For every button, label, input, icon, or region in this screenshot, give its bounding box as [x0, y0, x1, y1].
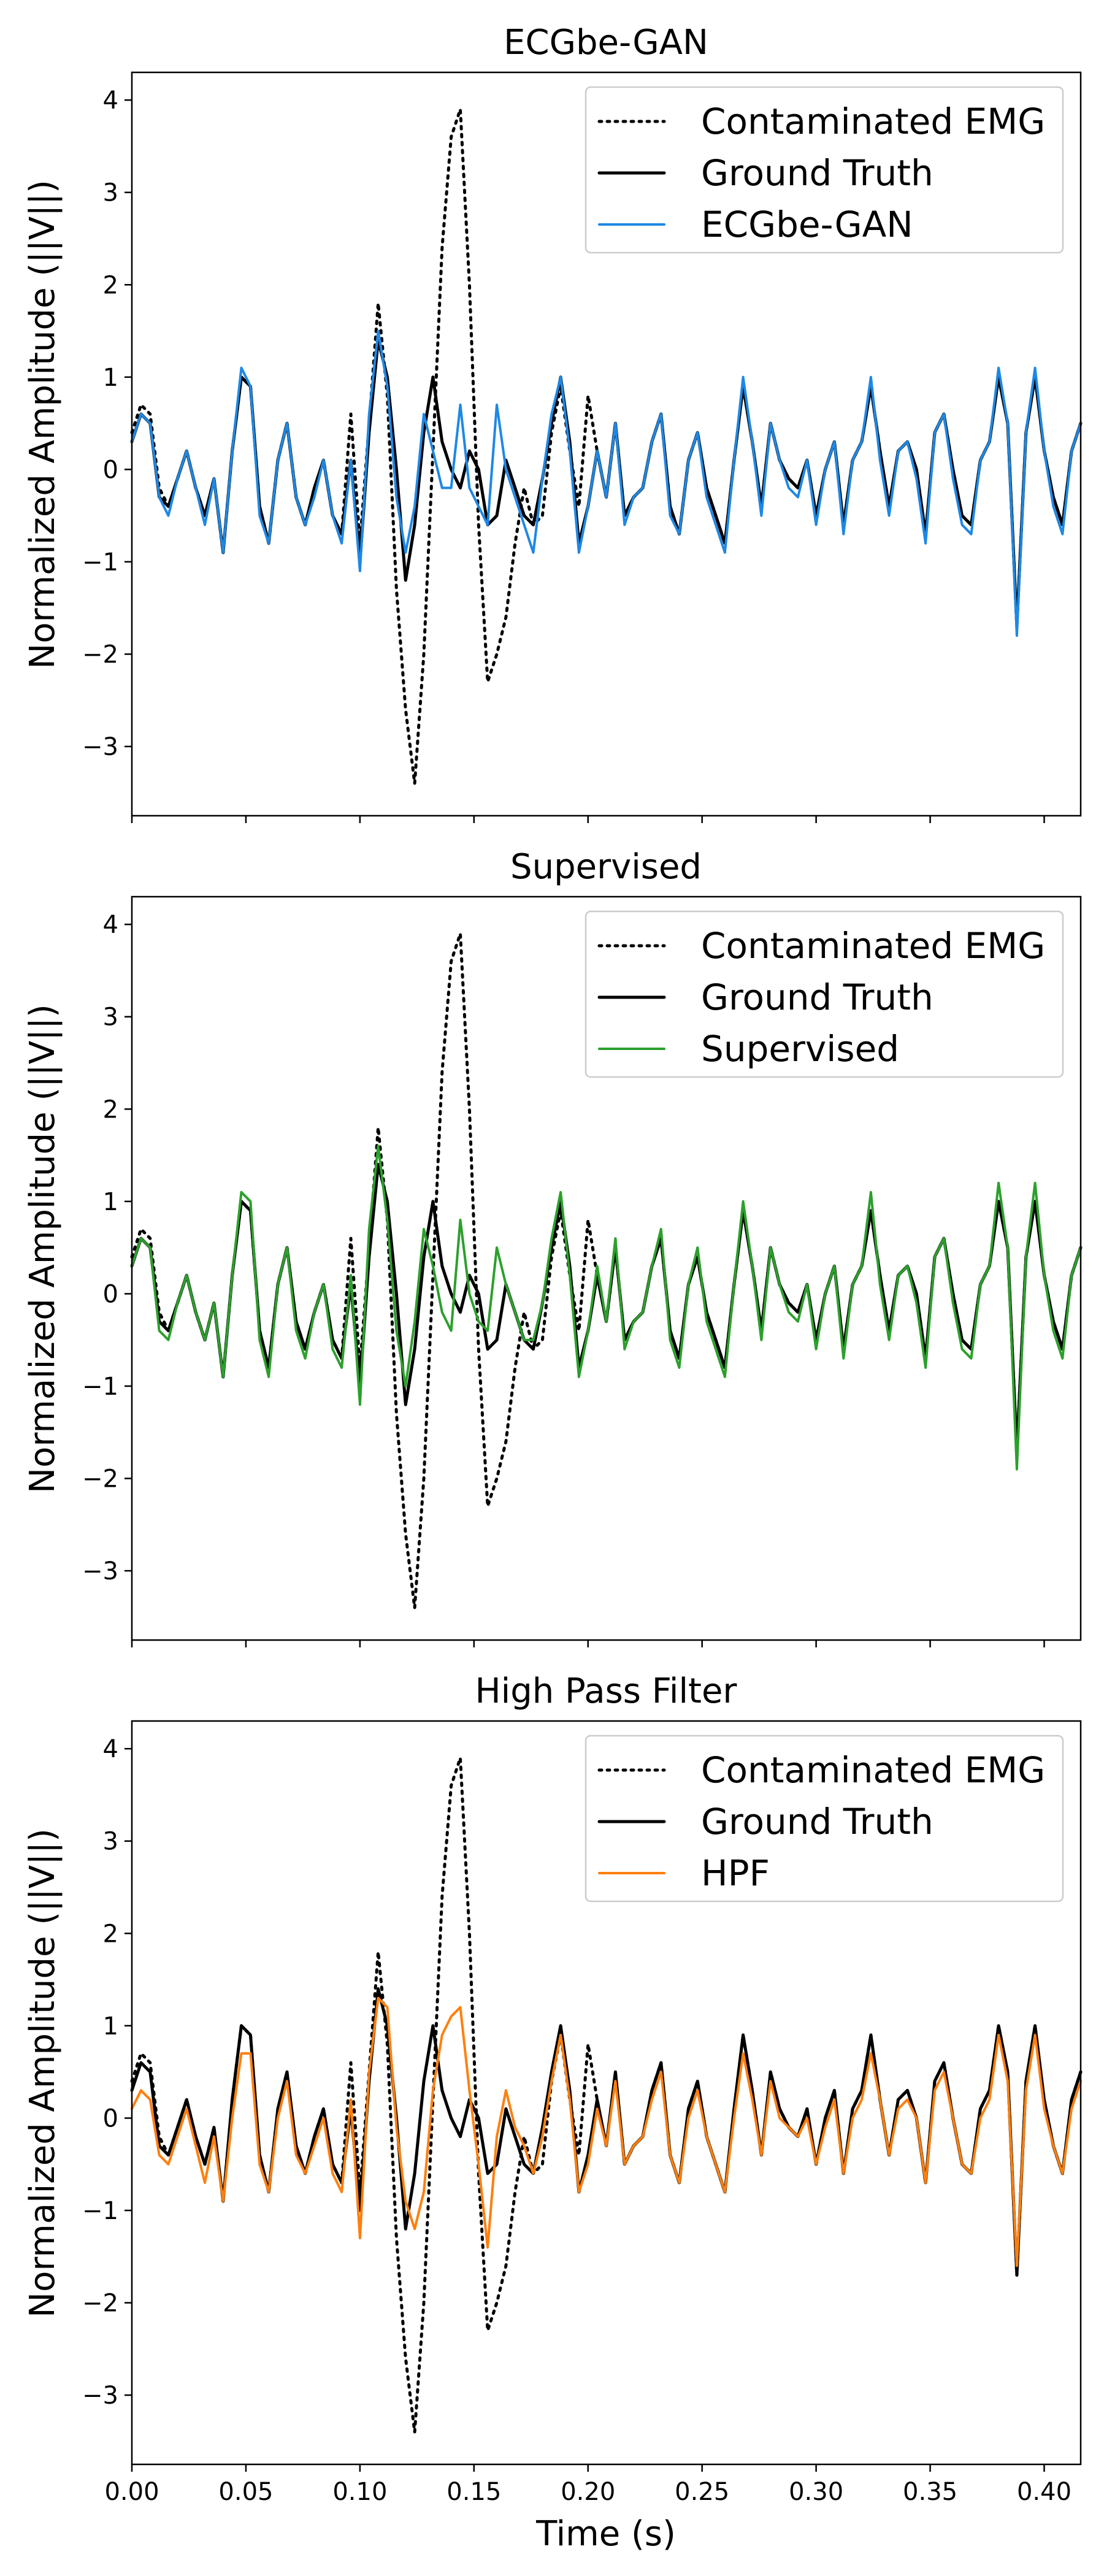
y-tick-label: 2: [103, 1095, 118, 1124]
plot-area: −3 −2 −1 0 1 2 3 4 0.00 0.05 0.10 0.15 0.20 0.25 0.30 0…: [82, 1720, 1083, 2506]
axes-frame: [131, 71, 1082, 817]
axes-frame: [131, 895, 1082, 1641]
y-axis-label: Normalized Amplitude (||V||): [23, 1828, 63, 2318]
y-tick-label: 4: [103, 86, 118, 115]
legend-label: Ground Truth: [701, 1801, 933, 1842]
x-axis-label: Time (s): [535, 2514, 676, 2554]
legend-label: ECGbe-GAN: [701, 204, 913, 245]
x-tick-label: 0.10: [332, 2478, 387, 2506]
legend-label: Contaminated EMG: [701, 101, 1045, 142]
legend: Contaminated EMG Ground Truth Supervised: [585, 910, 1064, 1078]
y-tick-label: 0: [103, 2104, 118, 2133]
series-line-method: [131, 329, 1082, 637]
y-axis-label: Normalized Amplitude (||V||): [23, 180, 63, 669]
x-tick-label: 0.05: [218, 2478, 273, 2506]
x-tick-label: 0.40: [1017, 2478, 1071, 2506]
y-tick-label: −2: [82, 1465, 118, 1493]
y-tick-label: −2: [82, 641, 118, 669]
panel-high-pass-filter: High Pass Filter Normalized Amplitude (|…: [23, 1671, 1083, 2506]
y-tick-label: −1: [82, 2197, 118, 2225]
x-tick-label: 0.35: [903, 2478, 957, 2506]
y-tick-label: −3: [82, 733, 118, 761]
panel-title: High Pass Filter: [475, 1671, 738, 1711]
legend-label: Supervised: [701, 1028, 899, 1070]
legend-label: Contaminated EMG: [701, 1749, 1045, 1791]
plot-area: −3 −2 −1 0 1 2 3 4 Contaminated EMG Ground Truth S…: [82, 895, 1083, 1647]
panel-ecgbe-gan: ECGbe-GAN Normalized Amplitude (||V||) −…: [23, 23, 1083, 823]
y-tick-label: 1: [103, 2012, 118, 2041]
series-line-truth: [130, 1987, 1083, 2277]
x-tick-label: 0.30: [789, 2478, 843, 2506]
legend-label: Contaminated EMG: [701, 925, 1045, 967]
panel-title: Supervised: [510, 847, 702, 887]
axes-frame: [131, 1720, 1082, 2466]
panel-title: ECGbe-GAN: [504, 23, 708, 63]
series-line-truth: [130, 1163, 1083, 1452]
y-tick-label: 4: [103, 1735, 118, 1763]
y-tick-label: 2: [103, 271, 118, 299]
y-tick-label: 0: [103, 456, 118, 484]
y-tick-label: −2: [82, 2290, 118, 2318]
y-tick-label: 3: [103, 1003, 118, 1032]
y-tick-label: −3: [82, 2382, 118, 2410]
series-line-method: [131, 1996, 1082, 2267]
series-line-method: [131, 1144, 1082, 1471]
y-tick-label: 1: [103, 364, 118, 392]
x-tick-label: 0.20: [561, 2478, 615, 2506]
y-tick-label: 3: [103, 179, 118, 207]
legend-label: Ground Truth: [701, 976, 933, 1018]
x-tick-label: 0.15: [447, 2478, 501, 2506]
legend-box: [585, 86, 1064, 254]
legend-label: HPF: [701, 1852, 770, 1894]
panel-supervised: Supervised Normalized Amplitude (||V||) …: [23, 847, 1083, 1647]
legend-box: [585, 1735, 1064, 1903]
legend-label: Ground Truth: [701, 152, 933, 194]
y-tick-label: −1: [82, 548, 118, 577]
y-tick-label: 4: [103, 911, 118, 939]
x-tick-label: 0.25: [675, 2478, 729, 2506]
y-tick-label: −3: [82, 1557, 118, 1585]
y-tick-label: 2: [103, 1920, 118, 1948]
y-tick-label: 0: [103, 1280, 118, 1308]
x-tick-label: 0.00: [104, 2478, 159, 2506]
y-tick-label: 1: [103, 1188, 118, 1216]
legend: Contaminated EMG Ground Truth ECGbe-GAN: [585, 86, 1064, 254]
legend-box: [585, 910, 1064, 1078]
y-tick-label: −1: [82, 1373, 118, 1401]
y-axis-label: Normalized Amplitude (||V||): [23, 1004, 63, 1493]
legend: Contaminated EMG Ground Truth HPF: [585, 1735, 1064, 1903]
y-tick-label: 3: [103, 1828, 118, 1856]
plot-area: −3 −2 −1 0 1 2 3 4 Contaminated EMG Ground Truth E…: [82, 71, 1083, 823]
